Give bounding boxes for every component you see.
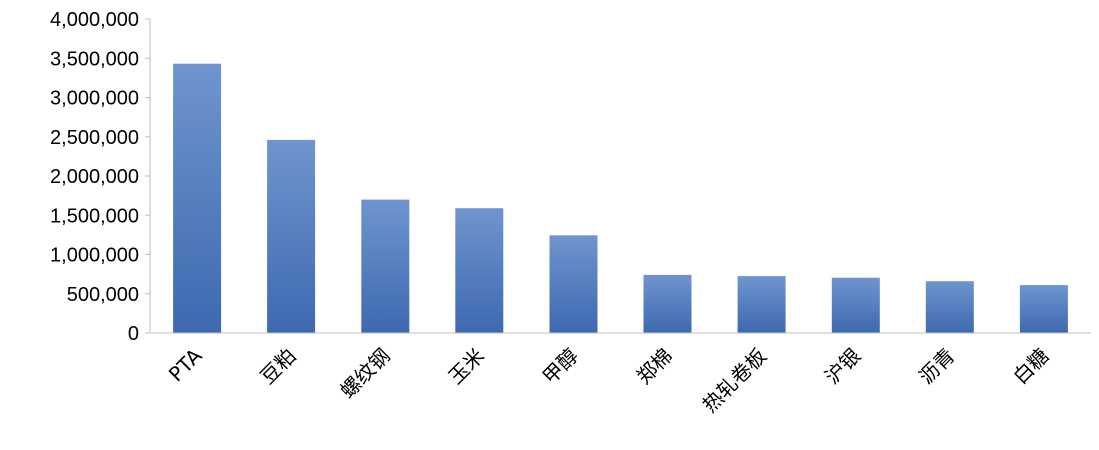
y-tick-label: 1,500,000	[50, 205, 139, 227]
x-category-label: 甲醇	[538, 344, 583, 389]
bar	[737, 276, 786, 333]
x-category-label: 白糖	[1008, 344, 1053, 389]
bar	[549, 235, 598, 333]
y-axis: 0 500,000 1,000,000 1,500,000 2,000,000 2,500…	[50, 9, 151, 345]
bar	[267, 139, 316, 333]
bar	[455, 208, 504, 333]
bar	[643, 274, 692, 333]
y-tick-label: 1,000,000	[50, 245, 139, 267]
bar	[1019, 285, 1068, 333]
y-tick-label: 0	[128, 323, 139, 345]
y-tick-label: 3,500,000	[50, 48, 139, 70]
y-tick-label: 2,500,000	[50, 127, 139, 149]
x-category-label: 豆粕	[255, 344, 300, 389]
x-category-label: PTA	[164, 343, 207, 386]
bar	[173, 63, 222, 333]
y-tick-label: 2,000,000	[50, 166, 139, 188]
x-category-label: 郑棉	[632, 344, 677, 389]
x-category-label: 沪银	[820, 344, 865, 389]
x-category-label: 螺纹钢	[335, 344, 394, 403]
bar-series	[173, 63, 1068, 333]
x-category-label: 热轧卷板	[698, 344, 772, 418]
y-tick-label: 3,000,000	[50, 88, 139, 110]
bar	[361, 199, 410, 333]
x-category-label: 玉米	[444, 344, 489, 389]
bar	[831, 277, 880, 333]
bar	[925, 281, 974, 333]
x-axis: PTA 豆粕 螺纹钢 玉米 甲醇 郑棉 热轧卷板 沪银 沥青 白糖	[150, 332, 1091, 418]
y-tick-label: 4,000,000	[50, 9, 139, 31]
y-tick-label: 500,000	[67, 284, 139, 306]
x-category-label: 沥青	[914, 344, 959, 389]
